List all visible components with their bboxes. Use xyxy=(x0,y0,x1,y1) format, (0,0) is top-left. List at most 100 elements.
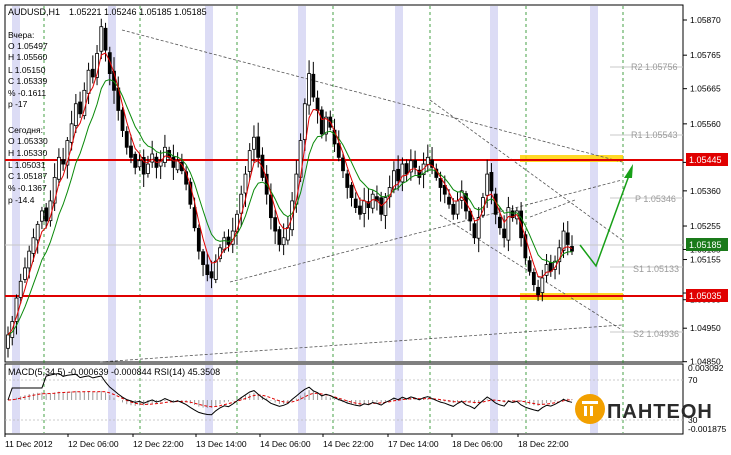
yesterday-low: L 1.05150 xyxy=(8,65,46,75)
session-band xyxy=(590,6,598,361)
price-tick-label: 1.05560 xyxy=(690,119,721,129)
candle xyxy=(396,155,401,191)
candle xyxy=(307,60,311,115)
current-price-text: 1.05185 xyxy=(689,240,722,250)
indicator-plot-frame xyxy=(4,363,684,435)
candle xyxy=(141,149,146,188)
candle xyxy=(205,253,210,282)
candle xyxy=(404,159,409,182)
pivot-s2-label: S2 1.04936 xyxy=(633,329,679,339)
candle xyxy=(65,136,70,179)
candle xyxy=(540,269,545,302)
candle xyxy=(353,192,358,213)
today-low: L 1.05031 xyxy=(8,160,46,170)
yesterday-title: Вчера: xyxy=(8,30,34,40)
time-tick-label: 14 Dec 22:00 xyxy=(323,439,374,449)
trend-lines xyxy=(99,29,623,363)
time-tick-label: 12 Dec 06:00 xyxy=(68,439,119,449)
session-band xyxy=(205,6,213,361)
brand-logo: ПАНТЕОН xyxy=(575,394,713,424)
candle xyxy=(56,148,61,186)
price-tick-label: 1.05155 xyxy=(690,255,721,265)
candle xyxy=(442,175,447,204)
support-price-tag: 1.05035 xyxy=(686,289,728,302)
candle xyxy=(196,224,201,260)
candle xyxy=(150,140,155,168)
candle xyxy=(35,221,40,254)
session-band xyxy=(108,365,116,433)
price-axis: 1.05870 1.05765 1.05665 1.05560 1.05445 1.053… xyxy=(683,15,721,367)
candle xyxy=(324,111,328,142)
price-tick-label: 1.04950 xyxy=(690,323,721,333)
candle xyxy=(14,294,19,335)
resistance-zone xyxy=(520,155,623,162)
brand-name: ПАНТЕОН xyxy=(607,401,713,423)
session-band xyxy=(490,365,498,433)
candle xyxy=(73,94,78,134)
candle xyxy=(489,163,494,205)
candle xyxy=(451,198,456,220)
candle xyxy=(61,147,66,171)
support-price-text: 1.05035 xyxy=(689,291,722,301)
candle xyxy=(209,260,214,289)
macd-signal-line xyxy=(7,390,573,408)
session-band xyxy=(298,365,306,433)
price-tick-label: 1.05665 xyxy=(690,84,721,94)
candle xyxy=(69,110,74,151)
rsi-level-30: 30 xyxy=(688,415,698,425)
resistance-price-text: 1.05445 xyxy=(689,155,722,165)
candle xyxy=(485,159,490,208)
today-open: O 1.05330 xyxy=(8,136,48,146)
time-tick-label: 17 Dec 14:00 xyxy=(388,439,439,449)
time-tick-label: 14 Dec 06:00 xyxy=(260,439,311,449)
candle xyxy=(256,122,261,168)
macd-histogram xyxy=(11,390,573,409)
candle xyxy=(536,279,540,302)
candle xyxy=(527,256,532,276)
session-band xyxy=(395,6,403,361)
candle xyxy=(459,180,464,209)
candle xyxy=(44,202,49,229)
today-percent: % -0.1367 xyxy=(8,183,47,193)
candle xyxy=(129,134,133,164)
time-tick-label: 13 Dec 14:00 xyxy=(196,439,247,449)
candle xyxy=(18,273,23,304)
candle xyxy=(472,219,477,245)
price-tick-label: 1.05765 xyxy=(690,50,721,60)
candle xyxy=(408,149,413,181)
candle xyxy=(302,98,307,151)
yesterday-open: O 1.05497 xyxy=(8,41,48,51)
time-tick-label: 18 Dec 06:00 xyxy=(452,439,503,449)
candle xyxy=(137,152,142,171)
indicator-label: MACD(5,34,5) -0.000639 -0.000844 RSI(14)… xyxy=(8,367,220,377)
candle xyxy=(476,207,481,253)
price-tick-label: 1.04850 xyxy=(690,357,721,367)
yesterday-high: H 1.05560 xyxy=(8,52,47,62)
candle xyxy=(506,196,511,252)
yesterday-percent: % -0.1611 xyxy=(8,88,46,98)
candle xyxy=(544,253,549,283)
candle xyxy=(158,150,163,179)
daily-info: Вчера: O 1.05497 H 1.05560 L 1.05150 C 1… xyxy=(8,30,48,205)
macd-axis-bottom: -0.001875 xyxy=(688,424,727,434)
symbol-label: AUDUSD,H1 xyxy=(8,7,60,17)
time-tick-label: 12 Dec 22:00 xyxy=(133,439,184,449)
candle xyxy=(561,222,566,259)
fast-moving-average xyxy=(7,52,573,336)
main-plot-frame xyxy=(4,4,684,363)
rsi-line xyxy=(7,372,573,416)
candle xyxy=(124,126,129,155)
pivot-r2-label: R2 1.05756 xyxy=(631,62,678,72)
candle xyxy=(383,193,388,229)
candle xyxy=(31,228,36,262)
candle xyxy=(391,161,396,194)
candle xyxy=(311,61,316,102)
price-tick-label: 1.05255 xyxy=(690,221,721,231)
macd-axis-top: 0.003092 xyxy=(688,363,724,373)
session-band xyxy=(12,6,20,361)
candle xyxy=(345,169,350,199)
candle xyxy=(213,254,218,284)
candle xyxy=(417,165,422,185)
candle xyxy=(349,182,354,207)
